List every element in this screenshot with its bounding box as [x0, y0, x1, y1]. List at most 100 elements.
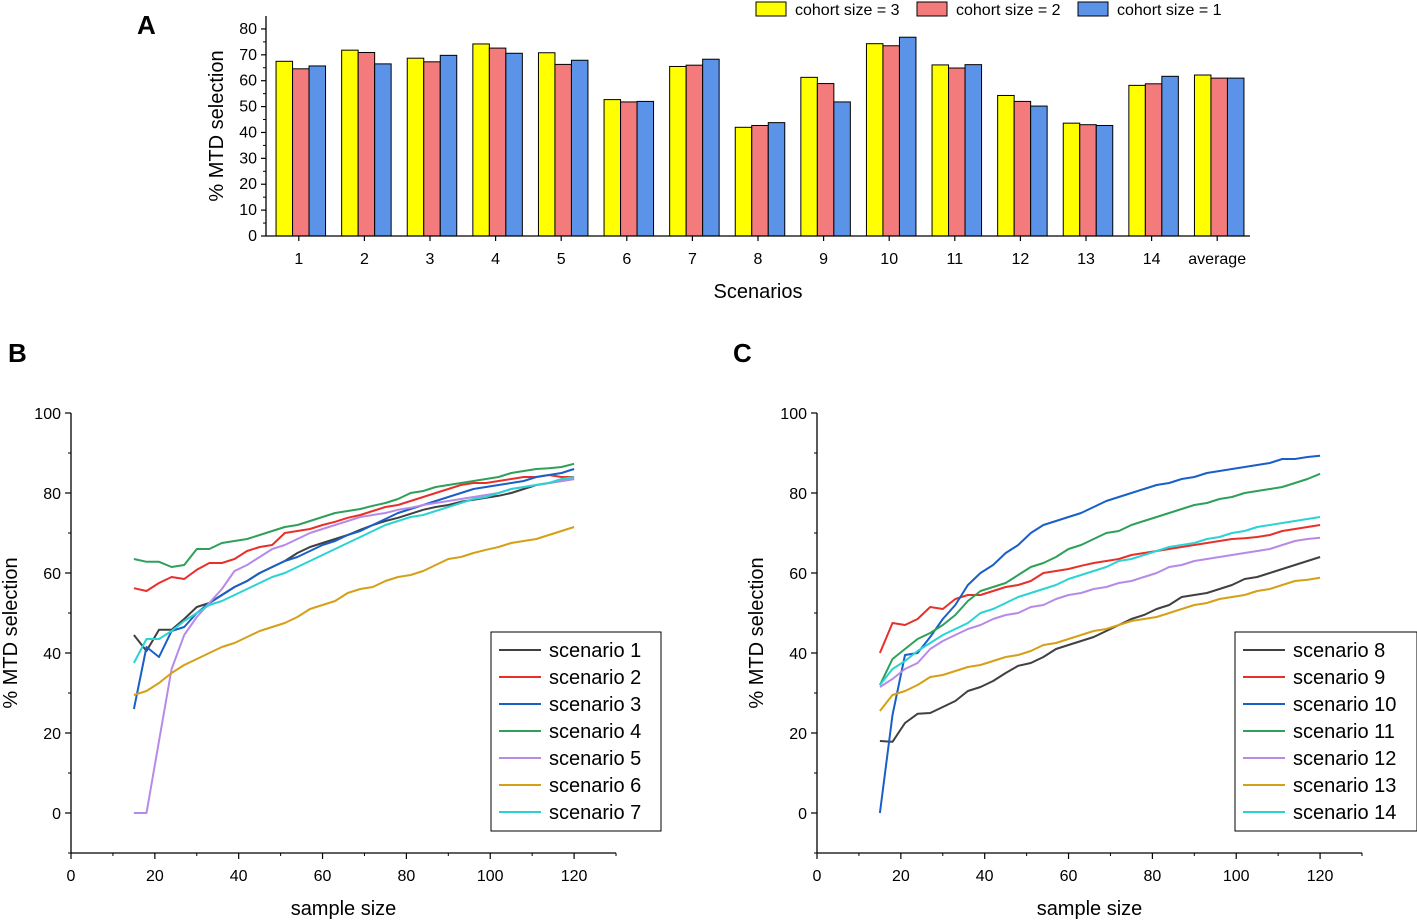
y-axis-title: % MTD selection — [746, 557, 768, 708]
legend-label-4: scenario 11 — [1293, 721, 1395, 743]
y-tick-label: 10 — [239, 202, 257, 219]
legend-label-4: scenario 4 — [549, 721, 641, 743]
legend-label-1: cohort size = 3 — [795, 2, 900, 19]
panel-a-letter: A — [137, 10, 156, 40]
x-tick-label: 1 — [294, 251, 303, 268]
y-axis-title: % MTD selection — [0, 557, 22, 708]
bar-6-2 — [620, 101, 638, 237]
x-tick-label: 40 — [230, 868, 248, 885]
panel-c-letter: C — [733, 338, 752, 368]
x-tick-label: 13 — [1077, 251, 1095, 268]
bar-1-1 — [275, 60, 294, 237]
y-tick-label: 100 — [34, 406, 61, 423]
legend-label-3: scenario 10 — [1293, 694, 1396, 716]
bar-1-2 — [292, 68, 310, 237]
bar-3-3 — [439, 54, 458, 237]
legend-label-5: scenario 5 — [549, 748, 641, 770]
bar-2-3 — [374, 63, 392, 237]
x-tick-label: 100 — [477, 868, 504, 885]
y-tick-label: 40 — [43, 646, 61, 663]
legend-label-7: scenario 14 — [1293, 802, 1396, 824]
legend-label-3: scenario 3 — [549, 694, 641, 716]
bar-10-3 — [898, 36, 917, 237]
y-tick-label: 20 — [789, 726, 807, 743]
bar-13-3 — [1095, 124, 1114, 237]
y-tick-label: 60 — [239, 73, 257, 90]
bar-3-2 — [423, 61, 441, 237]
y-tick-label: 20 — [43, 726, 61, 743]
bar-9-3 — [833, 101, 851, 237]
bar-12-2 — [1013, 100, 1032, 237]
line-chart-panel-c: 0 20 40 60 80 100 120 0 20 40 60 80 100 sample size % … — [746, 406, 1417, 920]
legend-label-6: scenario 13 — [1293, 775, 1396, 797]
bar-average-3 — [1226, 77, 1245, 237]
x-tick-label: 20 — [146, 868, 164, 885]
y-tick-label: 0 — [248, 228, 257, 245]
x-tick-label: 5 — [557, 251, 566, 268]
legend-label-6: scenario 6 — [549, 775, 641, 797]
bar-2-1 — [341, 49, 359, 237]
line-scenario-12 — [879, 536, 1321, 688]
x-tick-label: 20 — [892, 868, 910, 885]
bar-8-2 — [751, 124, 769, 237]
y-tick-label: 20 — [239, 176, 257, 193]
bar-13-2 — [1079, 124, 1097, 237]
x-tick-label: average — [1188, 251, 1246, 268]
y-tick-label: 40 — [789, 646, 807, 663]
bar-5-1 — [537, 52, 556, 237]
legend-swatch-3 — [1077, 1, 1109, 17]
x-tick-label: 120 — [561, 868, 588, 885]
bar-2-2 — [357, 51, 376, 237]
y-tick-label: 0 — [52, 806, 61, 823]
bar-11-1 — [931, 64, 950, 237]
bar-10-2 — [882, 45, 900, 237]
legend-swatch-2 — [916, 1, 948, 17]
legend-label-7: scenario 7 — [549, 802, 641, 824]
x-tick-label: 2 — [360, 251, 369, 268]
y-tick-label: 60 — [789, 566, 807, 583]
y-tick-label: 100 — [780, 406, 807, 423]
line-scenario-7 — [133, 476, 575, 664]
legend-label-3: cohort size = 1 — [1117, 2, 1222, 19]
bar-1-3 — [308, 65, 327, 237]
y-tick-label: 60 — [43, 566, 61, 583]
bar-14-2 — [1144, 83, 1163, 237]
legend-label-2: scenario 2 — [549, 667, 641, 689]
bar-9-2 — [816, 83, 835, 237]
y-axis-title: % MTD selection — [206, 50, 228, 201]
line-chart-panel-b: 0 20 40 60 80 100 120 0 20 40 60 80 100 sample size % … — [0, 406, 662, 920]
x-tick-label: 80 — [1143, 868, 1161, 885]
bar-7-2 — [685, 64, 704, 237]
legend-label-1: scenario 1 — [549, 640, 641, 662]
x-tick-label: 80 — [397, 868, 415, 885]
x-tick-label: 10 — [880, 251, 898, 268]
line-scenario-11 — [879, 472, 1321, 686]
bar-average-1 — [1193, 74, 1212, 237]
line-scenario-13 — [879, 576, 1321, 712]
bar-4-1 — [472, 43, 490, 237]
bar-7-3 — [702, 58, 720, 237]
bar-4-2 — [488, 47, 507, 237]
bar-14-3 — [1161, 75, 1179, 237]
line-scenario-1 — [133, 478, 575, 652]
x-tick-label: 0 — [813, 868, 822, 885]
bar-10-1 — [865, 43, 884, 237]
bar-13-1 — [1062, 122, 1081, 237]
bar-3-1 — [406, 57, 425, 237]
x-tick-label: 9 — [819, 251, 828, 268]
line-scenario-2 — [133, 474, 575, 592]
legend-label-1: scenario 8 — [1293, 640, 1385, 662]
legend-label-2: cohort size = 2 — [956, 2, 1061, 19]
legend-swatch-1 — [755, 1, 787, 17]
x-axis-title: Scenarios — [714, 281, 803, 303]
bar-12-3 — [1030, 105, 1048, 237]
x-tick-label: 3 — [426, 251, 435, 268]
x-axis-title: sample size — [291, 898, 397, 920]
x-tick-label: 7 — [688, 251, 697, 268]
x-tick-label: 60 — [314, 868, 332, 885]
bar-14-1 — [1128, 84, 1146, 237]
x-tick-label: 6 — [622, 251, 631, 268]
line-scenario-9 — [878, 524, 1321, 654]
